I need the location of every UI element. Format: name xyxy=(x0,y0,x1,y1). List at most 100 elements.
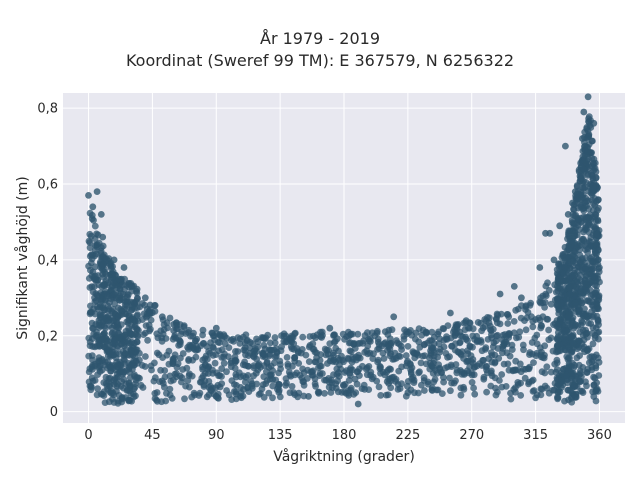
data-point xyxy=(232,357,240,365)
data-point xyxy=(236,340,244,347)
data-point xyxy=(200,383,208,390)
data-point xyxy=(115,330,123,338)
data-point xyxy=(234,348,242,355)
data-point xyxy=(109,279,117,286)
data-point xyxy=(241,362,249,369)
data-point xyxy=(407,366,414,373)
data-point xyxy=(508,346,516,353)
data-point xyxy=(330,338,338,346)
data-point xyxy=(566,387,574,395)
data-point xyxy=(516,328,524,336)
data-point xyxy=(529,318,537,325)
data-point xyxy=(99,336,106,344)
data-point xyxy=(86,252,94,260)
data-point xyxy=(269,367,276,374)
data-point xyxy=(109,263,116,270)
data-point xyxy=(86,239,94,246)
data-point xyxy=(530,359,537,366)
data-point xyxy=(125,368,133,376)
data-point xyxy=(212,324,220,332)
data-point xyxy=(134,294,141,302)
data-point xyxy=(163,389,170,397)
data-point xyxy=(594,316,602,324)
data-point xyxy=(593,250,601,258)
data-point xyxy=(121,350,129,358)
data-point xyxy=(315,388,323,396)
data-point xyxy=(159,354,167,361)
data-point xyxy=(571,188,579,196)
data-point xyxy=(572,299,579,307)
data-point xyxy=(358,385,366,392)
data-point xyxy=(530,387,538,394)
data-point xyxy=(180,322,188,329)
data-point xyxy=(521,374,529,382)
data-point xyxy=(271,339,279,347)
data-point xyxy=(479,324,487,332)
data-point xyxy=(255,362,262,369)
chart-title: År 1979 - 2019 xyxy=(260,29,380,48)
data-point xyxy=(356,354,364,362)
data-point xyxy=(223,334,231,342)
data-point xyxy=(114,321,121,329)
data-point xyxy=(288,383,296,390)
data-point xyxy=(120,264,128,271)
data-point xyxy=(579,135,586,142)
data-point xyxy=(581,143,588,151)
data-point xyxy=(235,369,243,377)
data-point xyxy=(325,383,333,391)
data-point xyxy=(191,391,199,399)
data-point xyxy=(430,352,438,360)
data-point xyxy=(147,316,155,324)
data-point xyxy=(171,370,179,378)
data-point xyxy=(234,334,242,342)
data-point xyxy=(583,382,590,390)
data-point xyxy=(163,319,171,327)
data-point xyxy=(465,357,472,365)
data-point xyxy=(121,310,129,318)
data-point xyxy=(203,393,211,401)
data-point xyxy=(448,342,456,350)
data-point xyxy=(100,329,108,337)
data-point xyxy=(130,390,137,398)
data-point xyxy=(408,375,416,383)
data-point xyxy=(102,380,110,387)
data-point xyxy=(587,242,594,250)
chart-subtitle: Koordinat (Sweref 99 TM): E 367579, N 62… xyxy=(125,51,515,70)
data-point xyxy=(385,343,393,351)
data-point xyxy=(503,340,511,348)
data-point xyxy=(118,366,126,374)
data-point xyxy=(280,337,288,345)
data-point xyxy=(167,377,175,385)
data-point xyxy=(254,338,262,346)
data-point xyxy=(589,340,597,348)
data-point xyxy=(541,369,549,377)
data-point xyxy=(494,345,502,352)
data-point xyxy=(223,368,230,376)
data-point xyxy=(434,386,442,394)
data-point xyxy=(464,350,472,358)
data-point xyxy=(529,323,537,331)
data-point xyxy=(533,331,541,339)
data-point xyxy=(87,232,95,240)
y-tick-label: 0 xyxy=(50,405,58,420)
data-point xyxy=(97,211,105,218)
data-point xyxy=(266,339,274,347)
data-point xyxy=(422,360,430,368)
data-point xyxy=(573,284,581,292)
data-point xyxy=(111,340,118,348)
x-tick-label: 360 xyxy=(587,428,612,443)
data-point xyxy=(321,390,328,397)
data-point xyxy=(428,387,436,394)
data-point xyxy=(339,330,347,338)
data-point xyxy=(364,329,371,337)
data-point xyxy=(119,296,127,304)
data-point xyxy=(573,182,581,189)
data-point xyxy=(542,282,550,290)
data-point xyxy=(277,347,285,355)
data-point xyxy=(571,382,579,390)
data-point xyxy=(151,390,159,397)
data-point xyxy=(173,363,181,371)
y-tick-label: 0,2 xyxy=(37,329,58,344)
data-point xyxy=(528,339,536,346)
